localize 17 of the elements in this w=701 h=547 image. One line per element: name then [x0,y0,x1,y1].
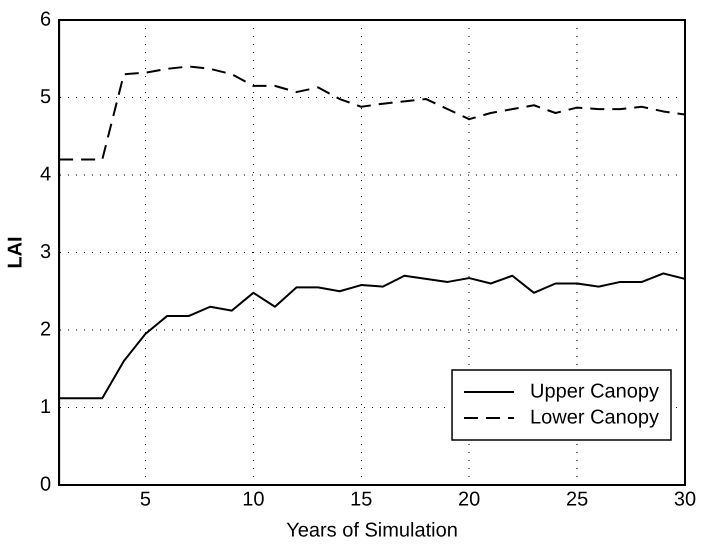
y-tick-label: 1 [40,396,52,418]
x-tick-label: 5 [140,488,152,511]
legend-label: Lower Canopy [530,406,660,429]
x-tick-label: 15 [350,488,372,511]
x-axis-title: Years of Simulation [286,520,458,542]
y-tick-label: 4 [40,164,52,186]
y-tick-label: 0 [40,474,52,496]
y-tick-label: 3 [40,241,52,264]
y-tick-label: 6 [40,8,52,31]
x-tick-label: 25 [566,488,588,511]
y-tick-label: 2 [40,318,52,341]
x-tick-label: 20 [458,488,480,511]
x-tick-label: 10 [242,488,264,511]
x-tick-label: 30 [674,488,696,511]
y-axis-title: LAI [4,236,27,269]
legend-label: Upper Canopy [530,380,660,403]
y-tick-label: 5 [40,86,52,108]
